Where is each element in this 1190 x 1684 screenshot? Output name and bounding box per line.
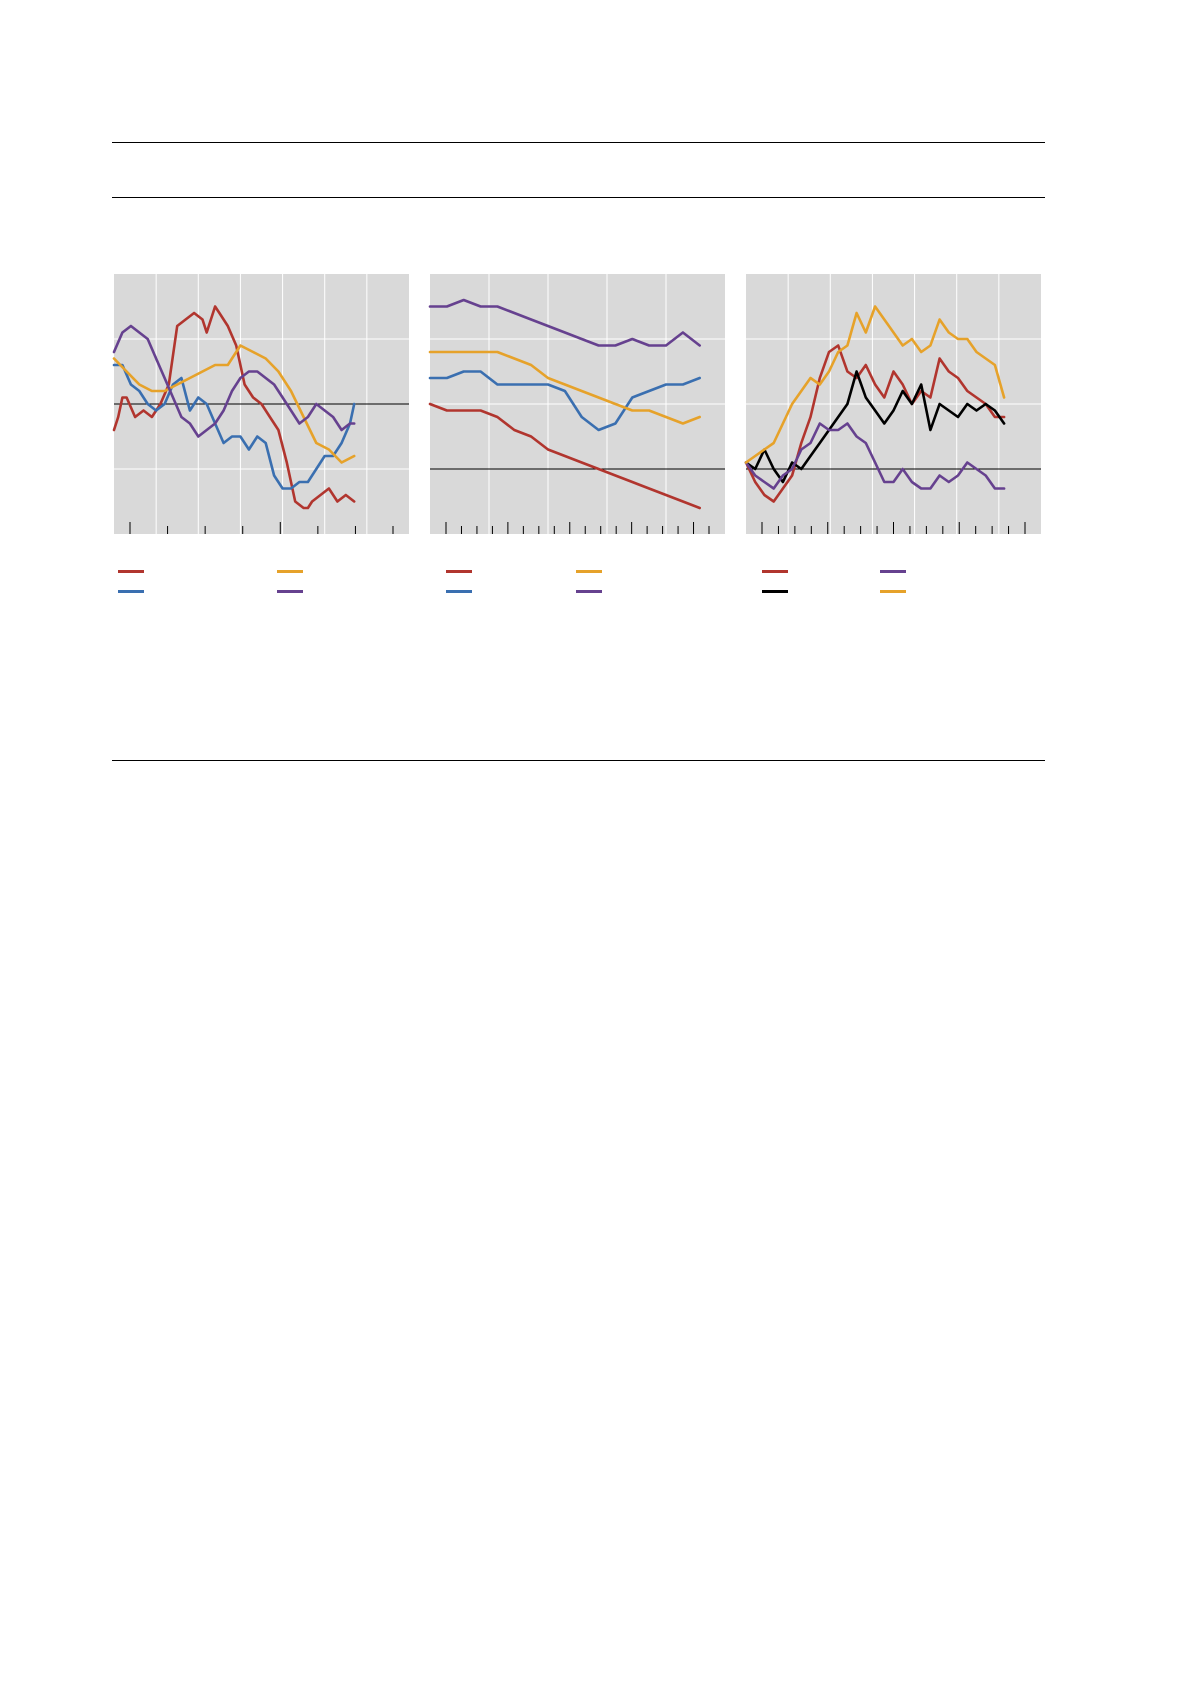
chart-panel-1 [112,274,409,534]
top-rule [112,142,1045,143]
series-line-purple [428,298,702,347]
header-rule [112,197,1045,198]
chart-panel-3 [744,274,1041,534]
legend-swatch-blue [118,590,144,593]
line-chart-1 [112,274,409,534]
series-line-orange [744,305,1006,464]
series-line-black [744,370,1006,484]
legend-swatch-black [762,590,788,593]
legend-swatch-orange [880,590,906,593]
legend-swatch-red [762,570,788,573]
series-line-red [744,344,1006,503]
legend-swatch-red [118,570,144,573]
legend-swatch-orange [277,570,303,573]
chart-panel-2 [428,274,725,534]
line-chart-3 [744,274,1041,534]
series-line-blue [112,363,356,490]
legend-swatch-purple [576,590,602,593]
series-line-blue [428,370,702,432]
series-line-red [112,305,356,510]
legend-swatch-red [446,570,472,573]
series-line-red [428,402,702,510]
series-line-purple [744,422,1006,490]
series-line-orange [112,344,356,464]
series-line-orange [428,350,702,425]
legend-swatch-blue [446,590,472,593]
legend-swatch-purple [277,590,303,593]
legend-swatch-purple [880,570,906,573]
series-line-purple [112,324,356,438]
line-chart-2 [428,274,725,534]
bottom-rule [112,760,1045,761]
legend-swatch-orange [576,570,602,573]
